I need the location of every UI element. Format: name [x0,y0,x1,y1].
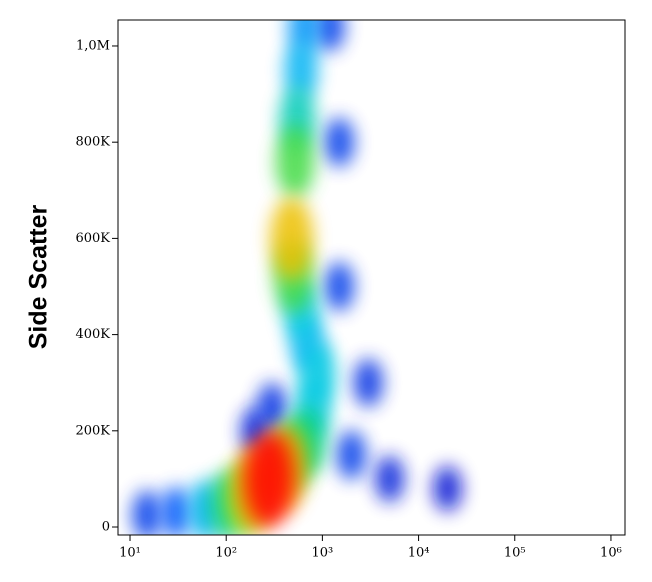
y-tick-label: 1,0M [76,38,110,53]
y-tick-label: 0 [102,520,110,535]
x-tick-label: 10⁶ [600,546,622,561]
density-cell [131,490,162,535]
plot-frame [117,19,626,536]
x-tick-label: 10¹ [119,546,141,561]
density-cell [324,117,355,167]
density-cell [270,196,314,280]
x-tick-label: 10⁴ [408,546,430,561]
density-cell [245,430,294,527]
density-cell [257,382,287,431]
x-tick-label: 10² [215,546,237,561]
y-tick-label: 200K [75,423,110,438]
density-cell [275,125,315,198]
y-axis-title: Side Scatter [25,204,53,349]
density-cell [433,465,462,512]
y-tick-label: 800K [75,135,110,150]
density-cell [284,40,319,100]
density-cell [315,20,345,52]
density-layer [131,20,462,535]
density-cell [336,430,367,480]
x-tick-label: 10³ [312,546,334,561]
x-tick-label: 10⁵ [504,546,526,561]
y-tick-label: 400K [75,327,110,342]
density-cell [160,486,192,535]
density-cell [353,358,384,407]
y-tick-label: 600K [75,231,110,246]
density-cell [375,455,405,503]
density-cell [324,261,355,312]
